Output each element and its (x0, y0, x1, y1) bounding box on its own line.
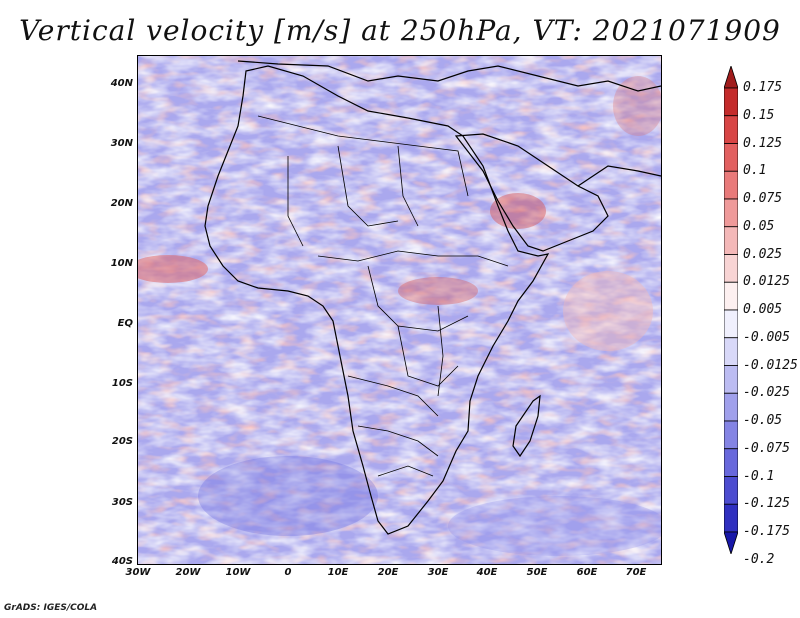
updraft-patch-central (398, 277, 478, 305)
colorbar-box (724, 503, 738, 533)
colorbar-label: -0.1 (743, 468, 775, 484)
lon-label-30w: 30W (125, 567, 151, 578)
arabia-coast (454, 133, 609, 252)
colorbar-label: 0.15 (743, 107, 775, 123)
streak-field (138, 56, 661, 564)
colorbar-box (724, 87, 738, 117)
lat-label-40n: 40N (110, 78, 133, 89)
lat-label-30n: 30N (110, 138, 133, 149)
colorbar-label: 0.05 (743, 218, 775, 234)
colorbar-label: -0.175 (743, 524, 790, 539)
map-panel (137, 55, 662, 565)
mediterranean-coast (237, 60, 661, 92)
lon-label-20w: 20W (175, 567, 201, 578)
colorbar-box (724, 170, 738, 200)
colorbar-label: 0.175 (743, 80, 783, 95)
updraft-patch-indian (563, 271, 653, 351)
lon-label-70e: 70E (625, 567, 647, 578)
updraft-patch-persia (613, 76, 661, 136)
country-borders (257, 115, 509, 477)
grads-credit: GrADS: IGES/COLA (4, 603, 98, 613)
lon-label-40e: 40E (476, 567, 498, 578)
colorbar-label: 0.0125 (743, 274, 790, 290)
colorbar-label: -0.005 (743, 329, 790, 345)
chart-title: Vertical velocity [m/s] at 250hPa, VT: 2… (19, 14, 781, 47)
colorbar-label: 0.125 (743, 135, 783, 151)
colorbar-label: -0.125 (743, 496, 790, 512)
updraft-patch-atlantic (138, 255, 208, 283)
colorbar-box (724, 476, 738, 505)
lat-label-10s: 10S (111, 378, 133, 389)
colorbar-box (724, 337, 738, 366)
coastlines (204, 60, 661, 535)
colorbar-label: -0.2 (743, 551, 775, 567)
lat-label-eq: EQ (117, 318, 133, 329)
lon-label-10e: 10E (327, 567, 349, 578)
colorbar-box (724, 448, 738, 477)
lon-label-60e: 60E (576, 567, 598, 578)
colorbar-box (724, 281, 738, 311)
downdraft-patch-south-indian (448, 496, 661, 556)
colorbar-box (724, 365, 738, 394)
updraft-patch-ethiopia (490, 193, 546, 229)
colorbar-label: -0.025 (743, 385, 790, 401)
colorbar-label: 0.005 (743, 302, 783, 317)
colorbar-label: 0.075 (743, 191, 783, 206)
colorbar-box (724, 420, 738, 450)
lon-label-50e: 50E (526, 567, 548, 578)
colorbar-box (724, 226, 738, 255)
lat-label-10n: 10N (110, 258, 133, 269)
colorbar-box (724, 115, 738, 144)
downdraft-patch-south-atlantic (198, 456, 378, 536)
madagascar-coast (512, 394, 541, 458)
colorbar-label: 0.1 (743, 163, 767, 179)
lon-label-10w: 10W (225, 567, 251, 578)
colorbar-box (724, 309, 738, 339)
lon-label-30e: 30E (427, 567, 449, 578)
lat-label-20n: 20N (110, 198, 133, 209)
lon-label-20e: 20E (377, 567, 399, 578)
colorbar-box (724, 198, 738, 228)
colorbar-label: -0.0125 (743, 357, 798, 373)
lat-label-30s: 30S (111, 497, 133, 508)
colorbar-bottom-triangle (724, 531, 738, 554)
colorbar-box (724, 143, 738, 172)
persian-coast (577, 165, 661, 187)
colorbar-label: 0.025 (743, 246, 783, 262)
lat-label-20s: 20S (111, 436, 133, 447)
colorbar-box (724, 392, 738, 422)
africa-coast (204, 65, 550, 535)
lat-label-40s: 40S (111, 556, 133, 567)
colorbar-box (724, 254, 738, 283)
velocity-field-map (138, 56, 661, 564)
colorbar-label: -0.05 (743, 413, 783, 428)
colorbar-label: -0.075 (743, 440, 790, 456)
lon-label-0: 0 (284, 567, 292, 578)
colorbar (724, 66, 738, 554)
colorbar-top-triangle (724, 66, 738, 89)
